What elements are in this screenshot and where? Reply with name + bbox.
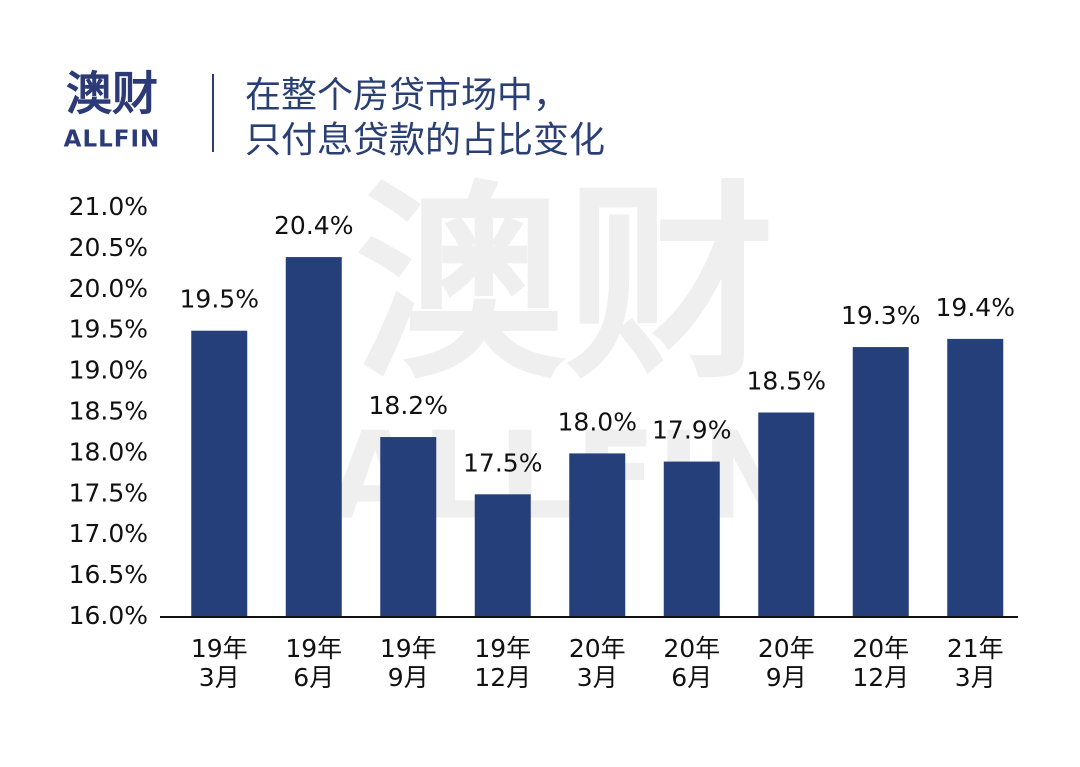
value-label: 18.5% [747, 367, 826, 396]
y-tick-label: 20.0% [69, 274, 148, 303]
x-tick-label: 20年 [569, 634, 626, 663]
x-tick-label: 12月 [852, 663, 909, 692]
x-tick-label: 6月 [293, 663, 334, 692]
x-tick-label: 20年 [758, 634, 815, 663]
bar [191, 330, 248, 617]
x-tick-label: 9月 [766, 663, 807, 692]
y-tick-label: 17.5% [69, 478, 148, 507]
value-label: 17.5% [463, 448, 542, 477]
x-tick-label: 19年 [380, 634, 437, 663]
y-tick-label: 17.0% [69, 519, 148, 548]
bar [663, 461, 720, 617]
logo-text: 澳财 [66, 67, 158, 121]
y-tick-label: 21.0% [69, 192, 148, 221]
value-label: 17.9% [652, 416, 731, 445]
value-label: 18.0% [558, 407, 637, 436]
x-tick-label: 3月 [577, 663, 618, 692]
x-tick-label: 21年 [947, 634, 1004, 663]
bar [852, 347, 909, 617]
x-tick-label: 19年 [285, 634, 342, 663]
value-label: 19.5% [180, 285, 259, 314]
bar [569, 453, 626, 617]
x-tick-label: 19年 [191, 634, 248, 663]
y-tick-label: 18.0% [69, 437, 148, 466]
y-tick-label: 19.5% [69, 315, 148, 344]
value-label: 19.4% [936, 293, 1015, 322]
value-label: 20.4% [274, 211, 353, 240]
y-tick-label: 16.5% [69, 560, 148, 589]
bar [474, 494, 531, 617]
y-tick-label: 20.5% [69, 233, 148, 262]
value-label: 19.3% [841, 301, 920, 330]
bar [758, 412, 815, 617]
bar [947, 338, 1004, 617]
x-tick-label: 12月 [474, 663, 531, 692]
y-tick-label: 18.5% [69, 397, 148, 426]
x-tick-label: 9月 [388, 663, 429, 692]
logo-subtext: ALLFIN [64, 127, 161, 153]
value-label: 18.2% [369, 391, 448, 420]
y-tick-label: 16.0% [69, 601, 148, 630]
x-tick-label: 3月 [955, 663, 996, 692]
watermark-logo: 澳财 [355, 163, 775, 408]
bar [285, 257, 342, 617]
bar [380, 437, 437, 617]
x-tick-label: 20年 [852, 634, 909, 663]
chart-title-line: 只付息贷款的占比变化 [245, 120, 605, 161]
x-tick-label: 3月 [199, 663, 240, 692]
y-tick-label: 19.0% [69, 356, 148, 385]
x-tick-label: 19年 [474, 634, 531, 663]
chart-title-line: 在整个房贷市场中， [245, 75, 569, 116]
x-tick-label: 6月 [671, 663, 712, 692]
watermark: 澳财 ALLFIN [329, 163, 802, 547]
x-tick-label: 20年 [663, 634, 720, 663]
